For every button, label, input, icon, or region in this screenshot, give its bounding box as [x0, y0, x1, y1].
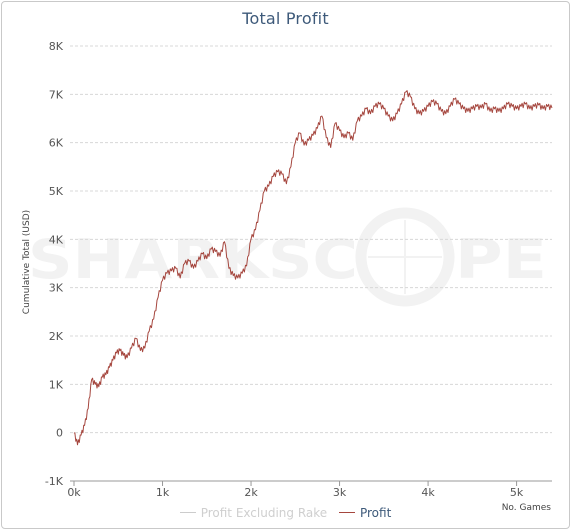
y-tick-label: 2K: [49, 330, 64, 343]
x-tick-label: 1k: [156, 486, 170, 499]
grid-lines: [70, 45, 552, 434]
y-tick-label: 4K: [49, 233, 64, 246]
sharkscope-watermark: SHARKSC PE: [28, 207, 547, 307]
legend-item-profit-excluding-rake[interactable]: Profit Excluding Rake: [179, 505, 328, 520]
x-tick-label: 3k: [333, 486, 347, 499]
y-axis-label: Cumulative Total (USD): [22, 209, 32, 315]
y-axis-ticks: -1K 0 1K 2K 3K 4K 5K 6K 7K 8K: [45, 40, 64, 488]
y-tick-label: 0: [56, 427, 63, 440]
x-tick-label: 4k: [421, 486, 435, 499]
legend-item-profit[interactable]: Profit: [338, 505, 392, 520]
legend-swatch: [338, 512, 355, 513]
legend-swatch: [179, 512, 196, 513]
legend-label: Profit: [359, 505, 392, 520]
y-tick-label: 1K: [49, 378, 64, 391]
y-tick-label: 3K: [49, 282, 64, 295]
watermark-text-left: SHARKSC: [28, 228, 358, 291]
legend-label: Profit Excluding Rake: [200, 505, 328, 520]
y-tick-label: 5K: [49, 185, 64, 198]
x-tick-label: 0k: [67, 486, 81, 499]
y-tick-label: -1K: [45, 475, 64, 488]
x-tick-label: 2k: [244, 486, 258, 499]
y-tick-label: 6K: [49, 137, 64, 150]
chart-title: Total Profit: [242, 9, 329, 28]
watermark-text-right: PE: [455, 228, 547, 291]
x-axis-label: No. Games: [501, 503, 551, 513]
legend: Profit Excluding Rake Profit: [0, 502, 571, 520]
y-tick-label: 8K: [49, 40, 64, 53]
y-tick-label: 7K: [49, 88, 64, 101]
x-axis-ticks: 0k 1k 2k 3k 4k 5k: [67, 481, 524, 499]
x-tick-label: 5k: [510, 486, 524, 499]
series-line-profit: [73, 90, 553, 446]
watermark-scope-icon: [355, 207, 455, 307]
